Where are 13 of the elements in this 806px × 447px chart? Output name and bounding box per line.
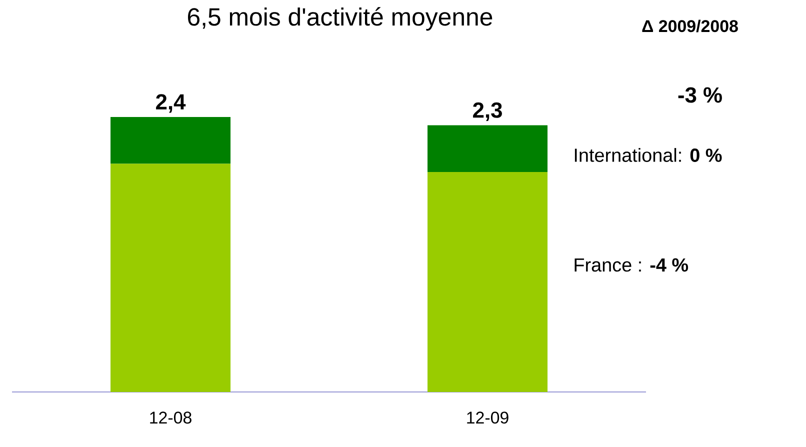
annotation: France : -4 %: [574, 258, 688, 272]
x-tick-label: 12-09: [467, 412, 508, 424]
annotation: 2,3: [473, 102, 502, 122]
bar: [110, 116, 231, 164]
text: -3 %: [678, 87, 722, 103]
text: Δ 2009/2008: [642, 20, 738, 32]
bar: [428, 125, 548, 172]
chart-title: 6,5 mois d'activité moyenne: [188, 7, 492, 31]
annotation: International: 0 %: [574, 148, 722, 162]
bar: [428, 172, 548, 392]
annotation: 2,4: [156, 94, 186, 113]
bar: [110, 164, 231, 392]
x-tick-label: 12-08: [150, 412, 192, 424]
